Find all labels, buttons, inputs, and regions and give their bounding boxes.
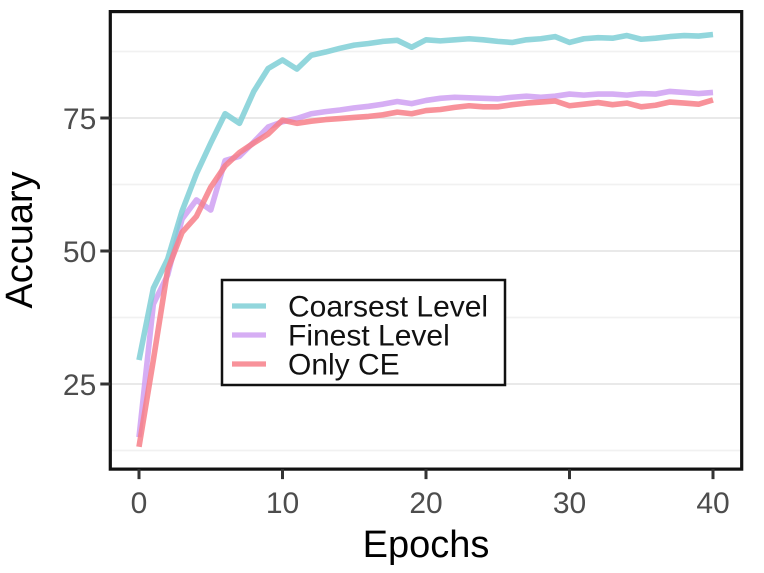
legend-box: [220, 278, 507, 387]
x-tick-label: 30: [553, 487, 586, 520]
x-tick-label: 10: [266, 487, 299, 520]
series-line-coarsest-level: [136, 31, 714, 361]
axis-ticks: [100, 116, 715, 480]
y-axis-title: Accuary: [0, 171, 41, 308]
legend-label-coarsest-level: Coarsest Level: [288, 291, 488, 324]
series-lines: [136, 31, 714, 448]
legend-label-only-ce: Only CE: [288, 349, 400, 382]
series-line-only-ce: [136, 97, 714, 448]
panel-border: [108, 10, 744, 471]
x-tick-label: 20: [409, 487, 442, 520]
x-tick-label: 0: [131, 487, 148, 520]
x-axis-title: Epochs: [363, 524, 490, 566]
x-tick-label: 40: [696, 487, 729, 520]
axis-tick-labels: 0 10 20 30 40 25 50 75: [63, 103, 730, 520]
y-tick-label: 50: [63, 236, 96, 269]
y-tick-label: 75: [63, 103, 96, 136]
panel-border-rect: [108, 10, 744, 471]
legend-label-finest-level: Finest Level: [288, 320, 450, 353]
y-tick-label: 25: [63, 369, 96, 402]
